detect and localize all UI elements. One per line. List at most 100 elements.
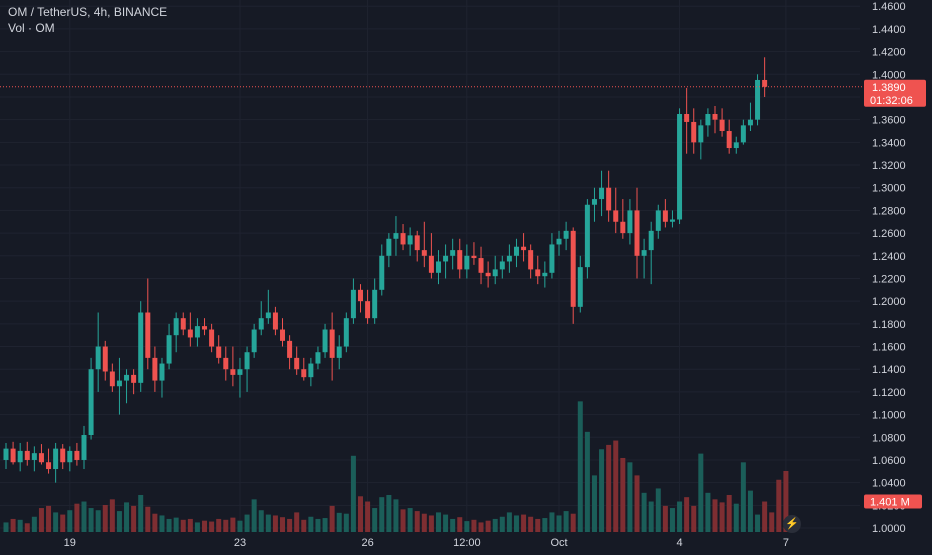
volume-badge — [864, 494, 922, 509]
symbol-title[interactable]: OM / TetherUS, 4h, BINANCE — [8, 5, 168, 19]
candle-body — [209, 329, 215, 347]
volume-bar — [655, 488, 661, 532]
candle-body — [343, 318, 349, 347]
volume-bar — [549, 512, 555, 532]
candle-body — [499, 261, 505, 270]
volume-bar — [258, 510, 264, 532]
volume-bar — [464, 521, 470, 532]
candle-body — [684, 114, 690, 122]
candle-body — [627, 210, 633, 234]
volume-bar — [528, 516, 534, 532]
candle-body — [301, 369, 307, 378]
volume-bar — [712, 499, 718, 532]
candle-body — [308, 363, 314, 378]
candle-body — [535, 269, 541, 277]
axes: 1.46001.44001.42001.40001.38001.36001.34… — [64, 1, 906, 549]
volume-bar — [301, 519, 307, 532]
candle-body — [272, 312, 278, 330]
candle-body — [258, 318, 264, 330]
volume-bar — [513, 515, 519, 532]
candle-body — [712, 114, 718, 120]
volume-bar — [379, 497, 385, 532]
candle-body — [570, 230, 576, 307]
candle-body — [88, 369, 94, 436]
candle-body — [237, 369, 243, 375]
candle-body — [315, 352, 321, 364]
candle-body — [677, 114, 683, 220]
volume-bar — [124, 502, 130, 532]
legend: OM / TetherUS, 4h, BINANCE Vol · OM — [8, 4, 167, 36]
flash-icon[interactable]: ⚡ — [783, 515, 801, 533]
volume-bar — [88, 508, 94, 532]
volume-bar — [613, 440, 619, 532]
volume-bar — [237, 520, 243, 532]
volume-bar — [194, 522, 200, 532]
volume-value-label: 1.401 M — [870, 497, 910, 509]
volume-bar — [67, 510, 73, 532]
volume-bar — [159, 515, 165, 532]
volume-bar — [95, 510, 101, 532]
y-tick-label: 1.4200 — [872, 47, 906, 59]
candle-body — [648, 230, 654, 251]
candle-body — [124, 374, 130, 381]
candle-countdown-label: 01:32:06 — [870, 95, 913, 107]
candle-body — [152, 357, 158, 381]
candle-body — [655, 210, 661, 231]
volume-bar — [627, 462, 633, 532]
volume-bar — [684, 497, 690, 532]
candle-body — [109, 371, 115, 387]
volume-bar — [584, 431, 590, 532]
candle-body — [492, 269, 498, 277]
candle-body — [365, 301, 371, 319]
volume-bar — [669, 508, 675, 532]
candle-body — [613, 210, 619, 222]
volume-bar — [343, 513, 349, 532]
candle-body — [17, 450, 23, 463]
volume-bar — [145, 506, 151, 532]
volume-bar — [535, 518, 541, 532]
volume-bar — [691, 505, 697, 532]
candle-body — [358, 289, 363, 302]
volume-bar — [776, 479, 782, 532]
volume-bar — [591, 475, 597, 532]
volume-bar — [287, 518, 293, 532]
candle-body — [691, 121, 697, 143]
volume-bar — [202, 520, 208, 532]
volume-bar — [599, 449, 605, 532]
candle-body — [513, 246, 519, 256]
volume-bar — [698, 453, 704, 532]
candle-body — [705, 114, 711, 126]
volume-bar — [17, 519, 23, 532]
x-tick-label: 19 — [64, 537, 76, 549]
volume-bar — [38, 508, 44, 532]
candle-body — [38, 453, 44, 463]
candle-body — [166, 335, 172, 364]
candle-body — [372, 289, 378, 319]
volume-bar — [209, 521, 215, 532]
candle-body — [584, 204, 590, 268]
candle-body — [74, 450, 80, 460]
candle-body — [755, 79, 761, 120]
y-tick-label: 1.4600 — [872, 1, 906, 13]
x-tick-label: 23 — [234, 537, 246, 549]
y-tick-label: 1.1000 — [872, 410, 906, 422]
volume-bar — [662, 505, 668, 532]
candle-body — [485, 272, 491, 277]
candle-body — [116, 380, 122, 387]
volume-bar — [740, 462, 746, 532]
volume-bar — [60, 514, 66, 532]
y-tick-label: 1.2000 — [872, 296, 906, 308]
volume-indicator-label[interactable]: Vol · OM — [8, 21, 55, 35]
x-tick-label: 26 — [361, 537, 373, 549]
y-tick-label: 1.0400 — [872, 478, 906, 490]
candle-body — [669, 219, 675, 222]
candle-body — [407, 235, 413, 245]
candle-body — [471, 255, 477, 259]
x-tick-label: Oct — [550, 537, 567, 549]
candle-body — [31, 453, 37, 460]
candle-body — [202, 326, 208, 330]
candle-body — [719, 119, 725, 132]
